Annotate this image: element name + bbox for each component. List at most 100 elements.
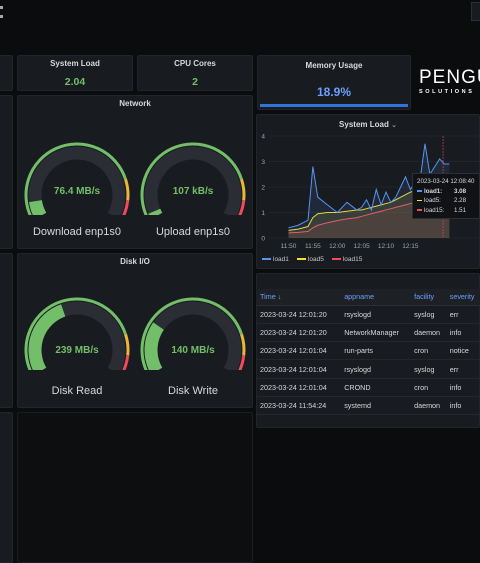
table-row[interactable]: 2023-03-24 12:01:04 run-parts cron notice bbox=[256, 341, 480, 361]
disk-write-label: Disk Write bbox=[168, 385, 218, 397]
x-tick-label: 11:50 bbox=[281, 243, 297, 250]
disk-write-gauge bbox=[140, 297, 246, 370]
chart-tooltip: 2023-03-24 12:08:40 load1: 3.08 load5: 2.28… bbox=[412, 173, 480, 219]
cpu-cores-title: CPU Cores bbox=[174, 59, 216, 68]
table-cell: systemd bbox=[340, 396, 411, 416]
table-cell: syslog bbox=[410, 359, 446, 379]
y-tick-label: 0 bbox=[261, 236, 265, 243]
threshold-yellow bbox=[240, 333, 246, 356]
legend-label: load15 bbox=[342, 256, 363, 263]
left-disk-stub bbox=[0, 253, 13, 408]
table-cell: 2023-03-24 12:01:04 bbox=[256, 359, 341, 379]
y-tick-label: 1 bbox=[261, 210, 265, 217]
table-cell: info bbox=[445, 323, 480, 343]
cpu-cores-stat[interactable]: CPU Cores 2 bbox=[137, 55, 253, 91]
x-tick-label: 12:15 bbox=[402, 243, 419, 250]
system-load-value: 2.04 bbox=[64, 76, 86, 88]
table-cell: 2023-03-24 12:01:04 bbox=[256, 341, 341, 361]
column-header[interactable]: facility bbox=[410, 289, 446, 306]
gauge-fill bbox=[29, 199, 47, 215]
series-area-load1 bbox=[288, 143, 450, 238]
tooltip-row: load5: 2.28 bbox=[417, 196, 475, 206]
table-cell: 2023-03-24 11:54:24 bbox=[256, 396, 341, 416]
download-gauge bbox=[24, 142, 130, 215]
table-cell: info bbox=[445, 378, 480, 397]
legend-item-load5[interactable]: load5 bbox=[296, 256, 324, 263]
table-cell: daemon bbox=[410, 323, 446, 343]
table-cell: 2023-03-24 12:01:20 bbox=[256, 323, 341, 343]
upload-value: 107 kB/s bbox=[172, 186, 214, 197]
table-cell: cron bbox=[410, 341, 446, 361]
column-header[interactable]: severity bbox=[445, 289, 480, 306]
table-cell: 2023-03-24 12:01:20 bbox=[256, 305, 341, 324]
table-cell: err bbox=[445, 305, 480, 324]
y-tick-label: 2 bbox=[261, 185, 265, 192]
memory-usage-bar bbox=[260, 104, 408, 107]
legend-swatch bbox=[331, 258, 341, 261]
table-row[interactable]: 2023-03-24 12:01:20 NetworkManager daemon i… bbox=[256, 323, 480, 343]
legend-item-load15[interactable]: load15 bbox=[331, 256, 363, 263]
legend-item-load1[interactable]: load1 bbox=[262, 256, 289, 263]
upload-label: Upload enp1s0 bbox=[155, 226, 230, 238]
logs-table: Time ↓ appname facility severity 2023-03-24… bbox=[256, 289, 480, 416]
series-area-load15 bbox=[288, 198, 450, 238]
top-right-button[interactable] bbox=[471, 2, 480, 21]
table-cell: notice bbox=[445, 341, 480, 361]
download-value: 76.4 MB/s bbox=[53, 186, 101, 197]
memory-usage-stat[interactable]: Memory Usage 18.9% bbox=[257, 55, 411, 110]
tooltip-series-name: load1: bbox=[424, 187, 443, 195]
table-row[interactable]: 2023-03-24 12:01:04 CROND cron info bbox=[256, 378, 480, 397]
table-cell: rsyslogd bbox=[340, 359, 411, 379]
table-row[interactable]: 2023-03-24 12:01:20 rsyslogd syslog err bbox=[256, 305, 480, 324]
threshold-red bbox=[238, 200, 246, 215]
table-cell: CROND bbox=[340, 378, 411, 397]
network-panel[interactable]: Network bbox=[17, 95, 253, 249]
chevron-down-icon[interactable]: ⌄ bbox=[391, 122, 397, 129]
system-load-chart-title[interactable]: System Load ⌄ bbox=[339, 120, 397, 129]
threshold-yellow bbox=[124, 178, 130, 201]
tooltip-series-name: load5: bbox=[424, 197, 441, 204]
tooltip-series-value: 1.51 bbox=[454, 206, 467, 214]
disk-io-panel[interactable]: Disk I/O bbox=[17, 253, 253, 408]
left-bottom-stub bbox=[0, 412, 13, 563]
brand-subtitle: SOLUTIONS bbox=[419, 89, 475, 95]
threshold-green bbox=[140, 297, 243, 370]
tooltip-row: load15: 1.51 bbox=[417, 206, 475, 216]
legend-label: load5 bbox=[307, 256, 324, 263]
table-cell: cron bbox=[410, 378, 446, 397]
gauge-track bbox=[28, 146, 126, 215]
column-header[interactable]: Time ↓ bbox=[256, 289, 341, 306]
chart-legend: load1 load5 load15 bbox=[262, 256, 370, 263]
tooltip-row: load1: 3.08 bbox=[417, 187, 475, 197]
cpu-cores-value: 2 bbox=[192, 76, 198, 88]
disk-write-value: 140 MB/s bbox=[171, 345, 215, 356]
brand-name: PENGU bbox=[419, 68, 480, 88]
gauge-track bbox=[144, 146, 242, 215]
column-header[interactable]: appname bbox=[340, 289, 411, 306]
table-cell: daemon bbox=[410, 396, 446, 416]
table-cell: rsyslogd bbox=[340, 305, 411, 324]
table-row[interactable]: 2023-03-24 12:01:04 rsyslogd syslog err bbox=[256, 359, 480, 379]
x-tick-label: 11:55 bbox=[305, 243, 321, 250]
table-cell: err bbox=[445, 359, 480, 379]
x-tick-label: 12:05 bbox=[353, 243, 370, 250]
series-swatch bbox=[417, 209, 422, 211]
tooltip-time: 2023-03-24 12:08:40 bbox=[417, 178, 475, 185]
series-line-load1 bbox=[288, 143, 450, 229]
legend-swatch bbox=[296, 258, 306, 261]
system-load-title: System Load bbox=[50, 59, 100, 68]
gauge-fill bbox=[144, 322, 165, 370]
logs-header-row: Time ↓ appname facility severity bbox=[256, 289, 480, 306]
threshold-green bbox=[24, 142, 127, 215]
x-tick-label: 12:00 bbox=[329, 243, 346, 250]
threshold-red bbox=[122, 355, 130, 370]
table-cell: syslog bbox=[410, 305, 446, 324]
memory-usage-value: 18.9% bbox=[316, 85, 352, 99]
gauge-fill bbox=[28, 304, 66, 370]
table-row[interactable]: 2023-03-24 11:54:24 systemd daemon info bbox=[256, 396, 480, 416]
system-load-stat[interactable]: System Load 2.04 bbox=[17, 55, 133, 91]
grid-icon[interactable] bbox=[0, 6, 5, 20]
tooltip-series-value: 2.28 bbox=[454, 197, 467, 204]
y-tick-label: 4 bbox=[261, 134, 265, 141]
series-swatch bbox=[417, 190, 422, 192]
